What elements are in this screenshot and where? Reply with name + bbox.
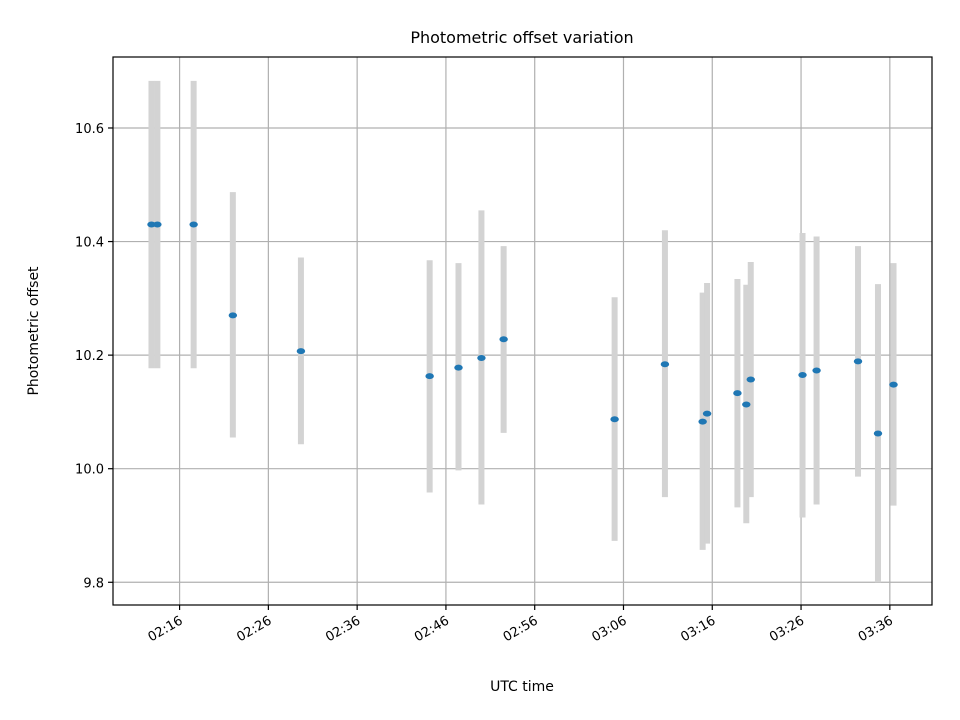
y-tick-label: 10.0 [75,463,104,478]
error-bars [148,80,897,583]
data-point [698,418,707,425]
data-point [702,410,712,417]
data-point [425,373,434,380]
data-point [189,221,198,228]
x-tick-label: 03:26 [767,613,807,645]
x-tick-label: 02:56 [501,613,541,645]
data-point [812,367,821,374]
data-point [733,390,742,397]
data-points [147,221,898,437]
y-tick-label: 9.8 [83,576,104,591]
data-point [610,416,619,423]
y-tick-label: 10.6 [75,122,104,137]
chart-title: Photometric offset variation [410,28,633,47]
data-point [853,358,863,365]
x-axis-ticks: 02:16 02:26 02:36 02:46 02:56 03:06 03:16 03:26… [146,605,896,645]
data-point [746,376,755,383]
x-axis-label: UTC time [490,679,554,695]
x-tick-label: 02:16 [146,613,186,645]
grid [113,57,932,605]
y-tick-label: 10.4 [75,236,104,251]
data-point [660,361,670,368]
data-point [147,221,156,228]
y-axis-label: Photometric offset [26,266,42,396]
data-point [153,221,162,228]
plot-area-frame [112,56,933,606]
data-point [454,364,463,371]
data-point [798,372,807,379]
data-point [228,312,238,319]
y-tick-label: 10.2 [75,349,104,364]
x-tick-label: 02:36 [323,613,363,645]
data-point [873,430,883,437]
y-axis-ticks: 9.8 10.0 10.2 10.4 10.6 [75,122,113,591]
x-tick-label: 03:06 [590,613,630,645]
data-point [742,401,751,408]
data-point [499,336,508,343]
x-tick-label: 03:16 [678,613,718,645]
x-tick-label: 02:46 [412,613,452,645]
data-point [296,348,306,355]
x-tick-label: 02:26 [234,613,274,645]
x-tick-label: 03:36 [856,613,896,645]
data-point [889,381,898,388]
data-point [477,354,486,361]
